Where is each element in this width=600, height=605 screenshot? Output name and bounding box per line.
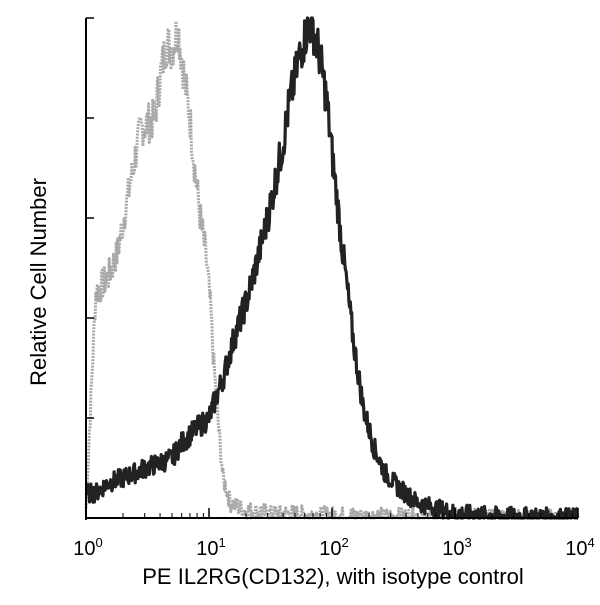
x-axis-title: PE IL2RG(CD132), with isotype control xyxy=(142,564,524,589)
x-tick-label: 102 xyxy=(319,535,348,560)
x-tick-label: 101 xyxy=(196,535,225,560)
x-tick-label: 103 xyxy=(442,535,471,560)
x-tick-label: 104 xyxy=(565,535,594,560)
il2rg-stained-curve xyxy=(84,16,579,520)
y-axis-title: Relative Cell Number xyxy=(26,178,51,386)
axes-group: 100 101 102 103 104 xyxy=(73,17,595,560)
x-tick-label: 100 xyxy=(73,535,102,560)
curves-group xyxy=(84,16,579,520)
isotype-control-curve xyxy=(84,19,579,520)
